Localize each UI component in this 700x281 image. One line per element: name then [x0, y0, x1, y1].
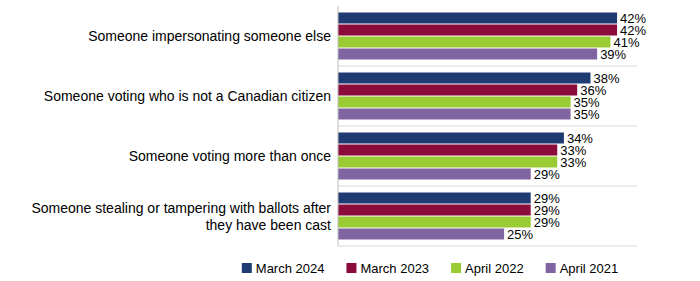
bar [338, 85, 577, 96]
data-label: 25% [507, 227, 533, 242]
chart: 42%42%41%39%Someone impersonating someon… [0, 0, 700, 281]
legend-label: April 2021 [560, 261, 619, 276]
bar [338, 97, 571, 108]
legend-swatch [346, 263, 356, 273]
bar [338, 169, 531, 180]
legend-label: March 2023 [360, 261, 429, 276]
category-label: Someone impersonating someone else [88, 28, 331, 44]
label-line: they have been cast [206, 217, 331, 233]
separator [338, 66, 637, 67]
axis-line [338, 6, 339, 246]
legend-label: March 2024 [256, 261, 325, 276]
category-label: Someone voting more than once [129, 148, 332, 164]
bar [338, 73, 590, 84]
bar [338, 229, 504, 240]
x-axis-line [338, 246, 637, 247]
bar [338, 49, 597, 60]
bar [338, 145, 557, 156]
label-line: Someone impersonating someone else [88, 28, 331, 44]
label-line: Someone voting more than once [129, 148, 332, 164]
separator [338, 126, 637, 127]
legend-swatch [451, 263, 461, 273]
legend: March 2024 March 2023 April 2022 April 2021 [242, 261, 618, 276]
bar [338, 205, 531, 216]
bar [338, 13, 617, 24]
bar [338, 157, 557, 168]
bar [338, 133, 564, 144]
label-line: Someone voting who is not a Canadian cit… [44, 88, 331, 104]
bar [338, 25, 617, 36]
label-line: Someone stealing or tampering with ballo… [31, 200, 331, 216]
data-label: 29% [534, 215, 560, 230]
bar [338, 109, 571, 120]
data-label: 33% [560, 155, 586, 170]
bars [338, 13, 617, 240]
data-label: 29% [534, 167, 560, 182]
legend-swatch [242, 263, 252, 273]
separator [338, 186, 637, 187]
category-label: Someone stealing or tampering with ballo… [31, 200, 331, 233]
bar [338, 37, 610, 48]
legend-label: April 2022 [465, 261, 524, 276]
data-label: 35% [574, 107, 600, 122]
category-label: Someone voting who is not a Canadian cit… [44, 88, 331, 104]
bar [338, 217, 531, 228]
legend-swatch [546, 263, 556, 273]
bar [338, 193, 531, 204]
data-label: 39% [600, 47, 626, 62]
